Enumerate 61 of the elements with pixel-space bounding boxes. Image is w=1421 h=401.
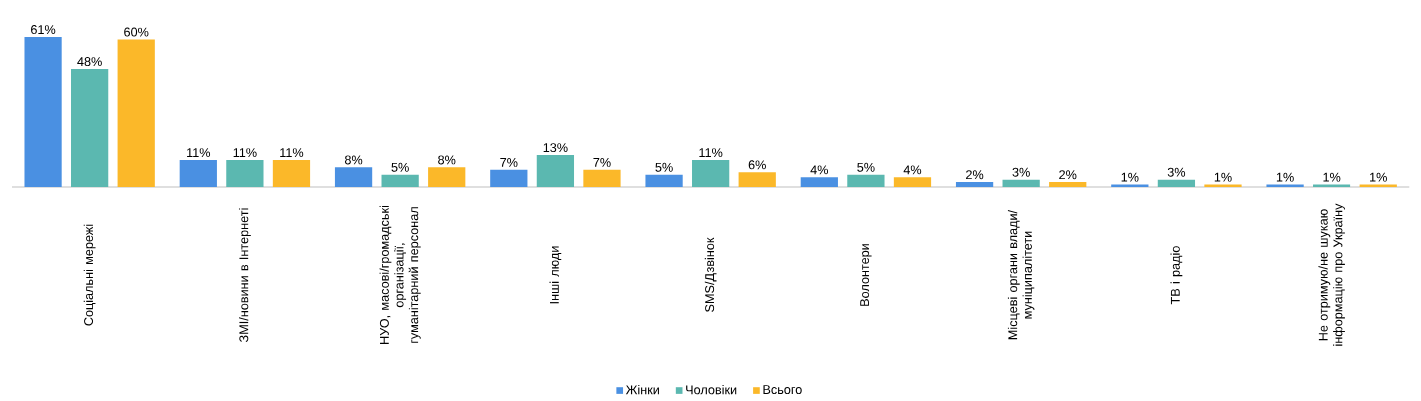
data-label: 60%	[124, 27, 149, 37]
data-label: 11%	[280, 148, 304, 158]
data-label: 8%	[344, 155, 363, 165]
data-label: 1%	[1370, 172, 1387, 182]
bar	[179, 159, 217, 187]
x-tick-label: ТВ і радіо	[1170, 246, 1183, 305]
bar	[536, 155, 575, 187]
data-label: 48%	[77, 57, 102, 67]
data-label: 2%	[966, 170, 984, 180]
x-tick-label: Не отримую/не шукаю інформацію про Україну	[1318, 203, 1345, 346]
bar	[645, 174, 683, 187]
data-label: 1%	[1323, 172, 1341, 182]
x-tick-label: НУО, масові/громадські організації, гуманітарний персонал	[379, 205, 421, 344]
data-label: 61%	[31, 25, 56, 35]
x-tick-label: Волонтери	[860, 244, 872, 306]
bar	[800, 177, 838, 187]
data-label: 1%	[1214, 172, 1232, 182]
data-label: 8%	[438, 155, 456, 165]
bar	[583, 169, 621, 187]
bar	[692, 159, 730, 187]
data-label: 7%	[593, 158, 611, 167]
x-tick-label: Інші люди	[549, 246, 562, 304]
data-label: 11%	[233, 148, 257, 158]
data-label: 4%	[810, 165, 829, 175]
bar	[1002, 179, 1040, 187]
x-tick-label: SMS/Дзвінок	[704, 237, 717, 312]
data-label: 3%	[1012, 167, 1030, 177]
data-label: 13%	[543, 143, 568, 153]
x-tick-label: Місцеві органи влади/ муніципалітети	[1007, 209, 1035, 340]
data-label: 1%	[1276, 172, 1294, 182]
bar	[847, 174, 885, 187]
data-label: 7%	[500, 158, 518, 167]
bar	[738, 172, 776, 187]
bar	[428, 167, 466, 187]
data-label: 2%	[1059, 170, 1077, 180]
bar	[490, 169, 528, 187]
bar	[24, 37, 62, 187]
x-tick-label: Соціальні мережі	[83, 224, 96, 326]
legend-label: Всього	[763, 385, 802, 395]
bar	[381, 174, 419, 187]
bar	[955, 182, 994, 187]
bar	[1157, 179, 1196, 187]
data-label: 5%	[857, 162, 875, 172]
data-label: 11%	[187, 148, 211, 158]
data-label: 11%	[699, 148, 723, 158]
data-label: 5%	[655, 162, 673, 172]
bar	[334, 167, 373, 187]
bar	[272, 159, 311, 187]
bar	[893, 177, 932, 187]
legend-label: Чоловіки	[686, 384, 737, 395]
bar	[226, 159, 264, 187]
bar	[117, 39, 155, 187]
data-label: 1%	[1121, 172, 1139, 182]
bar	[71, 68, 109, 187]
data-label: 3%	[1167, 167, 1186, 177]
data-label: 6%	[748, 160, 766, 170]
legend-label: Жінки	[625, 384, 659, 395]
x-tick-label: ЗМІ/новини в Інтернеті	[238, 208, 251, 343]
data-label: 4%	[903, 165, 922, 175]
bar	[1049, 182, 1087, 187]
data-label: 5%	[391, 162, 409, 172]
